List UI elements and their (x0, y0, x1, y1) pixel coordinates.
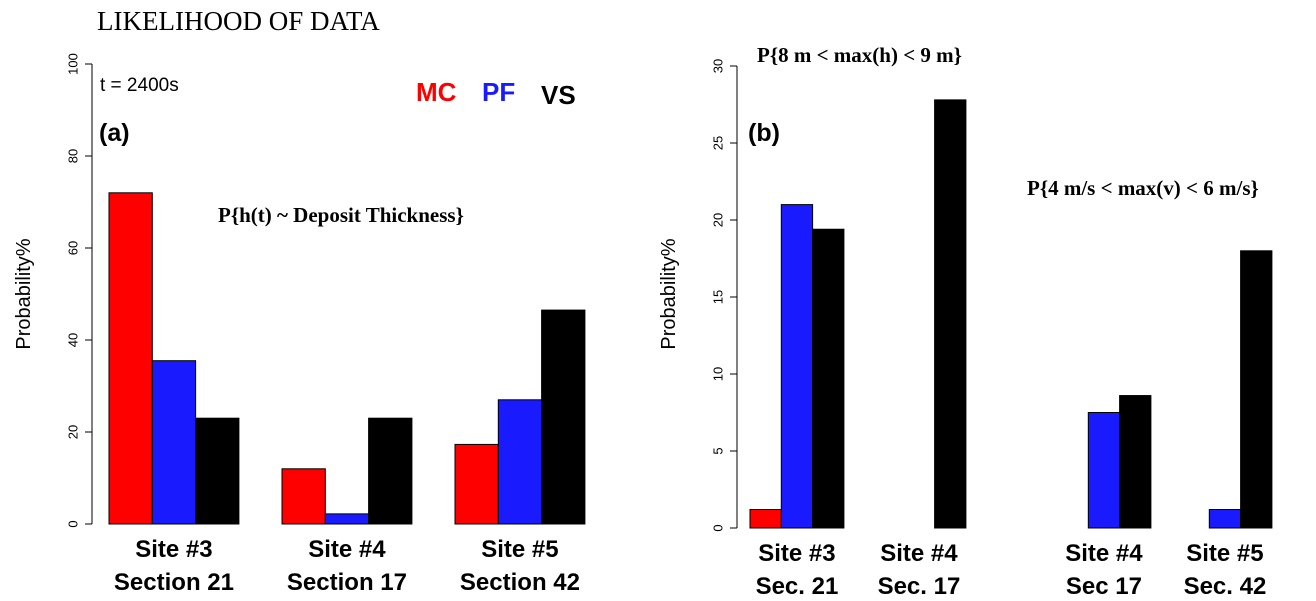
panel-b-bars (749, 99, 1273, 529)
panel-a-tick-label: 40 (65, 333, 80, 347)
panel-a-bar-pf (497, 399, 543, 525)
panel-a-tick-label: 20 (65, 425, 80, 439)
panel-b-velocity-category-label: Site #4 (1065, 540, 1143, 567)
panel-a-bar-vs (541, 309, 586, 525)
panel-b-tick-label: 5 (710, 447, 725, 454)
panel-b-velocity-bar-vs (1240, 250, 1273, 529)
panel-a-bar-pf (151, 360, 197, 525)
panel-b-velocity-bar-vs (1119, 395, 1152, 529)
panel-b-height-bar-pf (780, 204, 814, 529)
panel-b-velocity-category-label: Site #5 (1186, 540, 1263, 567)
panel-b-y-axis: 0 5 10 15 20 25 30 (710, 59, 738, 532)
panel-b-ylabel: Probability% (658, 238, 680, 349)
panel-b-height-bar-mc (749, 509, 782, 529)
panel-a-category-label: Site #4 (308, 536, 386, 563)
panel-a-bars (108, 192, 586, 525)
panel-a-bar-vs (368, 417, 413, 525)
panel-b-height-category-label: Site #4 (880, 540, 958, 567)
panel-a-y-axis: 0 20 40 60 80 100 (65, 53, 93, 528)
panel-a-category-label: Section 17 (287, 569, 407, 596)
panel-b-velocity-bar-pf (1087, 412, 1121, 529)
panel-a-bar-vs (195, 417, 240, 525)
panel-b-height-bar-vs (812, 228, 845, 529)
panel-b-x-labels: Site #3 Sec. 21 Site #4 Sec. 17 Site #4 Sec 1… (756, 540, 1267, 600)
panel-a-bar-mc (281, 468, 326, 525)
panel-b-height-category-label: Sec. 17 (878, 573, 961, 600)
panel-b-chart: 0 5 10 15 20 25 30 Site #3 Sec. 21 Site #4 Sec. 1… (658, 43, 1273, 600)
panel-a-chart: 0 20 40 60 80 100 Site #3 Section 21 Site #4 Sec… (13, 53, 586, 596)
panel-b-height-category-label: Site #3 (758, 540, 835, 567)
legend-vs: VS (541, 80, 576, 110)
panel-b-tick-label: 0 (710, 524, 725, 531)
panel-a-time-label: t = 2400s (100, 75, 179, 96)
panel-a-tick-label: 80 (65, 149, 80, 163)
panel-a-tick-label: 60 (65, 241, 80, 255)
panel-b-tick-label: 15 (710, 290, 725, 304)
panel-a-tick-label: 0 (65, 520, 80, 527)
panel-b-height-category-label: Sec. 21 (756, 573, 839, 600)
figure-title: LIKELIHOOD OF DATA (97, 6, 380, 36)
panel-a-category-label: Section 21 (114, 569, 234, 596)
panel-b-velocity-bar-pf (1208, 509, 1242, 529)
panel-a-category-label: Site #3 (135, 536, 212, 563)
panel-a-panel-label: (a) (99, 119, 130, 147)
panel-b-panel-label: (b) (748, 119, 780, 147)
panel-a-bar-mc (108, 192, 153, 525)
panel-a-category-label: Section 42 (460, 569, 580, 596)
legend-pf: PF (482, 77, 515, 107)
panel-b-annotation-velocity: P{4 m/s < max(v) < 6 m/s} (1027, 176, 1259, 200)
panel-b-velocity-category-label: Sec. 42 (1184, 573, 1267, 600)
panel-b-tick-label: 25 (710, 136, 725, 150)
panel-a-bar-mc (454, 443, 499, 525)
panel-a-tick-label: 100 (65, 53, 80, 75)
panel-a-category-label: Site #5 (481, 536, 558, 563)
panel-b-height-bar-vs (934, 99, 967, 529)
panel-a-ylabel: Probability% (13, 238, 35, 349)
panel-b-annotation-height: P{8 m < max(h) < 9 m} (757, 43, 962, 67)
panel-a-annotation: P{h(t) ~ Deposit Thickness} (218, 203, 464, 227)
panel-b-velocity-category-label: Sec 17 (1066, 573, 1142, 600)
panel-a-bar-pf (324, 513, 370, 525)
panel-a-x-labels: Site #3 Section 21 Site #4 Section 17 Site #… (114, 536, 580, 596)
panel-b-tick-label: 10 (710, 367, 725, 381)
panel-b-tick-label: 20 (710, 213, 725, 227)
panel-b-tick-label: 30 (710, 59, 725, 73)
legend-mc: MC (416, 77, 457, 107)
